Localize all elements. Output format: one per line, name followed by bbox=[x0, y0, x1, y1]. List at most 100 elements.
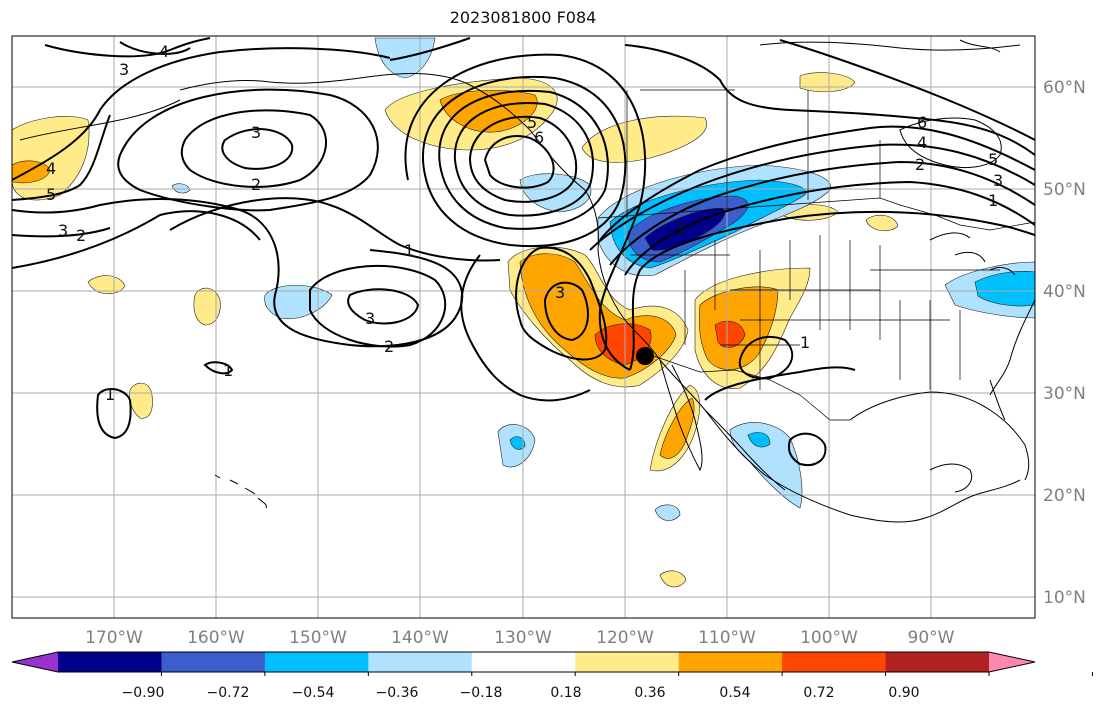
contour-label: 3 bbox=[555, 283, 565, 302]
aleutians-coastline bbox=[19, 99, 181, 141]
contour-line bbox=[599, 125, 1035, 241]
contour-label: 1 bbox=[676, 219, 686, 238]
lon-label: 130°W bbox=[494, 628, 552, 648]
baja-coastline bbox=[659, 359, 703, 472]
positive-anomaly-region bbox=[865, 214, 899, 232]
contour-line bbox=[169, 197, 501, 262]
negative-anomaly-region bbox=[509, 436, 526, 450]
mexico-west-coastline bbox=[704, 409, 786, 491]
contour-line bbox=[609, 160, 1035, 266]
contour-line bbox=[624, 180, 1035, 276]
contour-line bbox=[624, 44, 1035, 156]
contour-label: 2 bbox=[915, 155, 925, 174]
lat-label: 60°N bbox=[1043, 78, 1086, 98]
coastlines bbox=[19, 39, 1035, 523]
colorbar-segment bbox=[368, 652, 473, 672]
contour-line bbox=[453, 102, 594, 217]
contour-label: 1 bbox=[105, 385, 115, 404]
arctic-islands-coastline bbox=[959, 39, 1001, 53]
great-lakes bbox=[929, 232, 1016, 276]
contour-label: 4 bbox=[917, 133, 927, 152]
colorbar-tick-label: −0.36 bbox=[376, 685, 419, 701]
contour-label: 3 bbox=[119, 60, 129, 79]
colorbar-segment bbox=[885, 652, 990, 672]
map-title: 2023081800 F084 bbox=[449, 8, 597, 27]
gulf-coastline bbox=[849, 391, 1030, 481]
lon-label: 100°W bbox=[800, 628, 858, 648]
contour-label: 6 bbox=[534, 128, 544, 147]
contour-line bbox=[389, 37, 471, 61]
contour-line bbox=[203, 361, 234, 375]
contour-line bbox=[117, 88, 379, 212]
colorbar-segment bbox=[264, 652, 369, 672]
contour-line bbox=[438, 89, 609, 230]
contour-line bbox=[12, 197, 464, 348]
contour-label: 3 bbox=[993, 171, 1003, 190]
latitude-labels: 60°N 50°N 40°N 30°N 20°N 10°N bbox=[1043, 78, 1086, 608]
contour-line bbox=[347, 288, 420, 325]
colorbar-tick-label: −0.90 bbox=[122, 685, 165, 701]
contour-label: 4 bbox=[46, 159, 56, 178]
lat-label: 10°N bbox=[1043, 588, 1086, 608]
colorbar-tick-label: 0.90 bbox=[888, 685, 919, 701]
contour-line bbox=[44, 37, 211, 58]
contour-label: 3 bbox=[251, 123, 261, 142]
contour-line bbox=[589, 143, 1035, 251]
contour-label: 1 bbox=[223, 361, 233, 380]
map-area: 4 3 3 2 4 5 3 2 5 6 1 3 2 1 3 1 6 5 4 3 … bbox=[12, 36, 1035, 618]
positive-anomaly-region bbox=[659, 397, 695, 459]
hawaii-islands bbox=[214, 474, 267, 509]
state-border bbox=[630, 235, 1000, 390]
positive-anomaly-region bbox=[714, 320, 746, 348]
contour-labels: 4 3 3 2 4 5 3 2 5 6 1 3 2 1 3 1 6 5 4 3 … bbox=[46, 42, 1003, 404]
height-contours bbox=[12, 37, 1035, 466]
graticule bbox=[12, 36, 1035, 618]
contour-label: 2 bbox=[251, 175, 261, 194]
contour-line bbox=[629, 210, 1035, 371]
negative-anomaly-region bbox=[264, 285, 333, 320]
contour-line bbox=[12, 227, 111, 238]
contour-line bbox=[738, 335, 794, 380]
contour-line bbox=[404, 53, 647, 371]
contour-line bbox=[779, 39, 1035, 141]
lon-label: 160°W bbox=[187, 628, 245, 648]
contour-line bbox=[468, 115, 577, 203]
station-marker bbox=[636, 347, 654, 365]
lon-label: 140°W bbox=[391, 628, 449, 648]
contour-label: 2 bbox=[384, 337, 394, 356]
colorbar-tick-label: 0.36 bbox=[634, 685, 665, 701]
contour-label: 6 bbox=[917, 113, 927, 132]
contour-line bbox=[12, 47, 391, 181]
us-mexico-border bbox=[641, 351, 850, 421]
contour-label: 1 bbox=[988, 191, 998, 210]
colorbar-segment bbox=[678, 652, 783, 672]
lat-label: 50°N bbox=[1043, 180, 1086, 200]
yucatan-coastline bbox=[929, 463, 973, 493]
arctic-islands-coastline bbox=[759, 41, 1021, 51]
contour-label: 5 bbox=[527, 113, 537, 132]
alaska-coastline bbox=[179, 77, 361, 91]
colorbar-segment bbox=[782, 652, 887, 672]
lat-label: 30°N bbox=[1043, 384, 1086, 404]
colorbar-extend-max bbox=[989, 652, 1035, 672]
contour-line bbox=[221, 128, 294, 170]
lat-label: 40°N bbox=[1043, 282, 1086, 302]
contour-line bbox=[460, 254, 591, 402]
contour-line bbox=[12, 210, 261, 269]
contour-label: 2 bbox=[76, 226, 86, 245]
colorbar-segment bbox=[471, 652, 576, 672]
colorbar-tick-label: 0.18 bbox=[550, 685, 581, 701]
colorbar-segment bbox=[575, 652, 680, 672]
north-america-coastline bbox=[359, 73, 1021, 523]
contour-label: 3 bbox=[365, 309, 375, 328]
contour-label: 5 bbox=[988, 150, 998, 169]
contour-label: 4 bbox=[159, 42, 169, 61]
contour-line bbox=[96, 388, 132, 440]
contour-label: 5 bbox=[46, 185, 56, 204]
negative-anomaly-region bbox=[171, 183, 191, 194]
contour-line bbox=[543, 281, 589, 342]
contour-label: 1 bbox=[800, 333, 810, 352]
colorbar-outline bbox=[11, 651, 1036, 673]
colorbar-tick-label: 0.54 bbox=[719, 685, 750, 701]
